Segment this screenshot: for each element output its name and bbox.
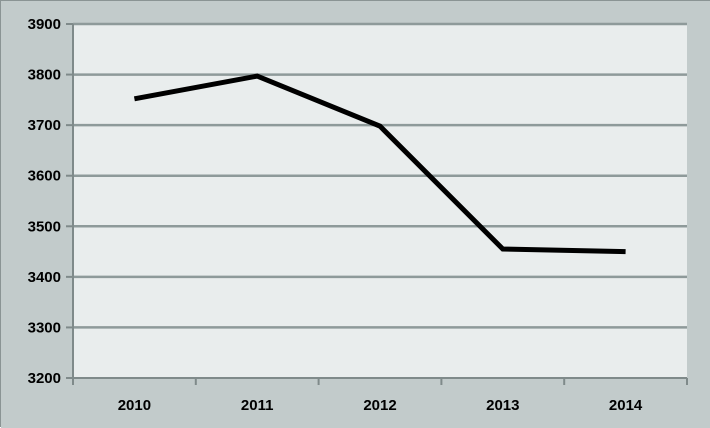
y-tick-label-3300: 3300 bbox=[28, 319, 61, 336]
y-tick-label-3800: 3800 bbox=[28, 67, 61, 84]
plot-area bbox=[73, 24, 687, 378]
y-tick-label-3900: 3900 bbox=[28, 16, 61, 33]
y-tick-label-3700: 3700 bbox=[28, 117, 61, 134]
x-tick-label-2011: 2011 bbox=[241, 397, 274, 414]
x-tick-label-2013: 2013 bbox=[486, 397, 519, 414]
y-tick-label-3400: 3400 bbox=[28, 269, 61, 286]
y-tick-label-3200: 3200 bbox=[28, 370, 61, 387]
x-tick-label-2012: 2012 bbox=[363, 397, 396, 414]
y-tick-label-3500: 3500 bbox=[28, 218, 61, 235]
y-tick-label-3600: 3600 bbox=[28, 168, 61, 185]
x-tick-label-2014: 2014 bbox=[609, 397, 643, 414]
x-tick-label-2010: 2010 bbox=[118, 397, 151, 414]
